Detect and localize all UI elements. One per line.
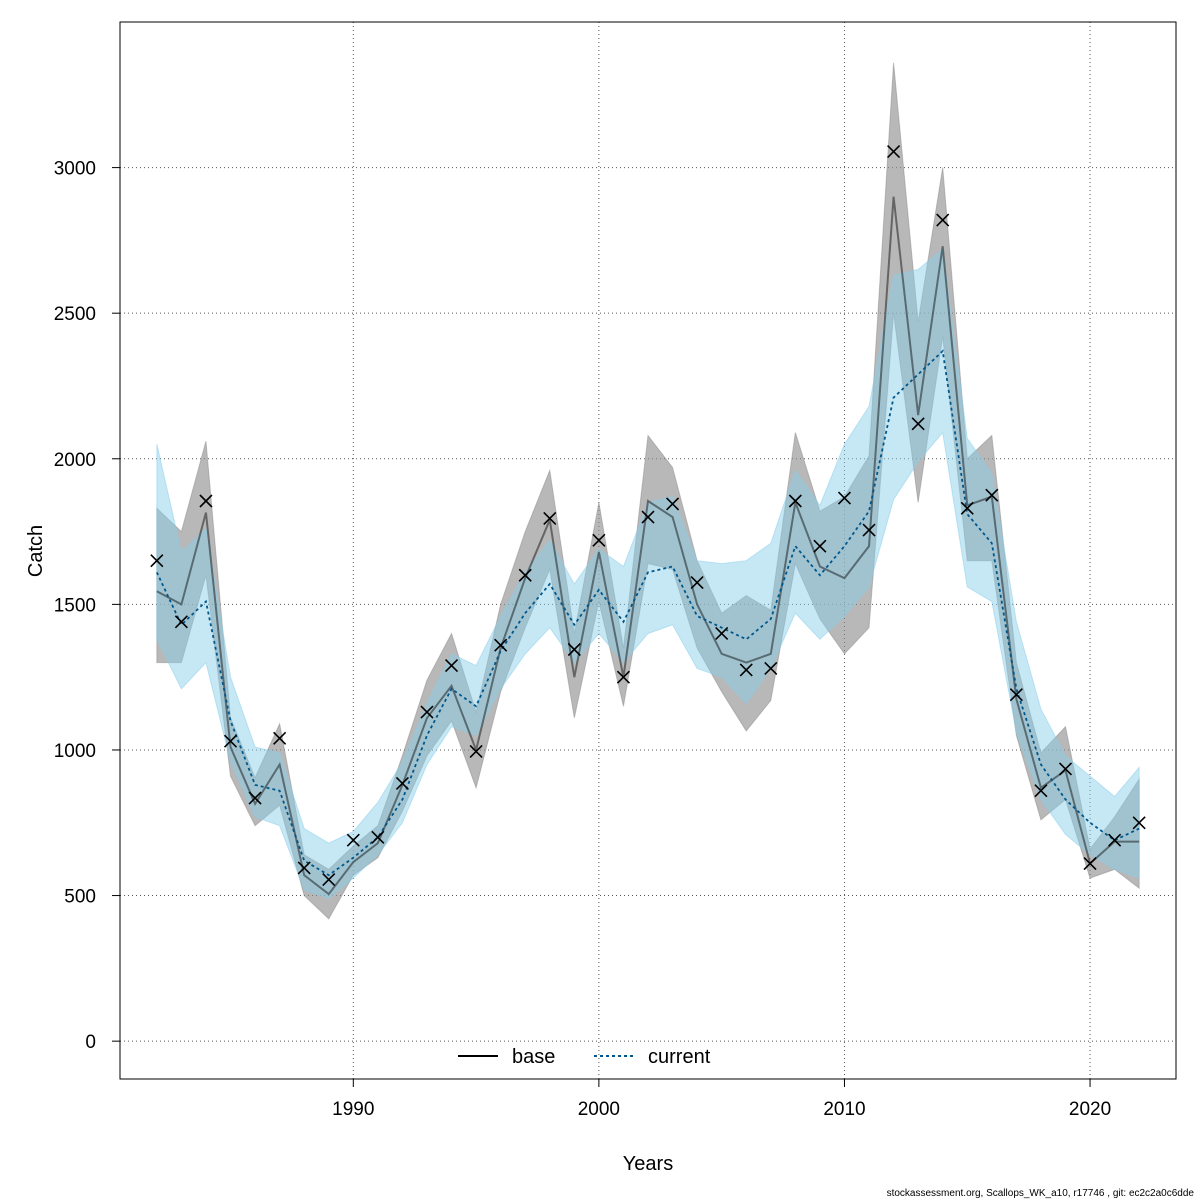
current-series-line [156,349,1140,877]
observed-catch-marker [715,626,729,641]
observed-catch-marker [862,523,876,537]
legend-current-label: current [648,1046,711,1068]
x-tick-label: 1990 [332,1099,374,1120]
observed-catch-marker [936,213,950,227]
observed-catch-marker [543,511,557,526]
observed-catch-marker [1058,762,1073,776]
observed-catch-marker [150,554,164,568]
observed-catch-marker [223,734,238,748]
observed-catch-marker [567,642,581,657]
observed-catch-marker [616,670,631,684]
observed-catch-marker [887,145,901,159]
x-tick-label: 2020 [1069,1099,1111,1120]
y-tick-label: 0 [85,1032,96,1053]
observed-catch-marker [1132,816,1146,830]
observed-catch-marker [248,791,262,805]
observed-catch-marker [273,731,287,745]
series-lines [156,196,1140,896]
observed-catch-marker [1009,688,1023,702]
observed-catch-marker [592,533,606,547]
y-tick-label: 3000 [54,159,96,180]
observed-catch-marker [444,658,459,673]
observed-catch-marker [494,638,508,652]
y-tick-label: 2000 [54,450,96,471]
observed-catch-marker [665,497,680,511]
plot-frame [119,21,1177,1080]
y-axis-title: Catch [25,525,47,577]
observed-catch-marker [371,830,385,844]
observed-catch-marker [1034,784,1048,798]
y-tick-label: 1500 [54,595,96,616]
y-tick-label: 500 [64,887,96,908]
observed-catch-marker [518,568,532,582]
y-tick-label: 2500 [54,304,96,325]
observed-catch-marker [1108,833,1122,847]
observed-catch-marker [174,615,188,629]
observed-catch-marker [739,663,753,677]
observed-markers [150,145,1146,887]
x-tick-label: 2010 [823,1099,865,1120]
legend: base current [458,1046,711,1068]
observed-catch-marker [911,417,925,431]
observed-catch-marker [469,744,483,758]
observed-catch-marker [1083,856,1097,871]
observed-catch-marker [690,575,704,590]
y-tick-label: 1000 [54,741,96,762]
observed-catch-marker [322,872,336,887]
legend-base-label: base [512,1046,555,1068]
y-axis: 0 500 1000 1500 2000 2500 3000 [54,159,120,1053]
observed-catch-marker [420,705,434,719]
base-series-line [156,196,1140,896]
footer-credit: stockassessment.org, Scallops_WK_a10, r1… [887,1188,1195,1199]
observed-catch-marker [641,510,655,524]
observed-catch-marker [395,776,409,791]
x-axis: 1990 2000 2010 2020 [332,1079,1111,1120]
observed-catch-marker [813,539,827,553]
observed-catch-marker [985,488,999,502]
x-axis-title: Years [623,1153,673,1175]
observed-catch-marker [199,494,213,508]
observed-catch-marker [764,661,778,675]
observed-catch-marker [960,501,974,515]
observed-catch-marker [297,861,311,875]
observed-catch-marker [788,494,802,508]
observed-catch-marker [346,833,360,847]
observed-catch-marker [837,491,852,505]
x-tick-label: 2000 [578,1099,620,1120]
